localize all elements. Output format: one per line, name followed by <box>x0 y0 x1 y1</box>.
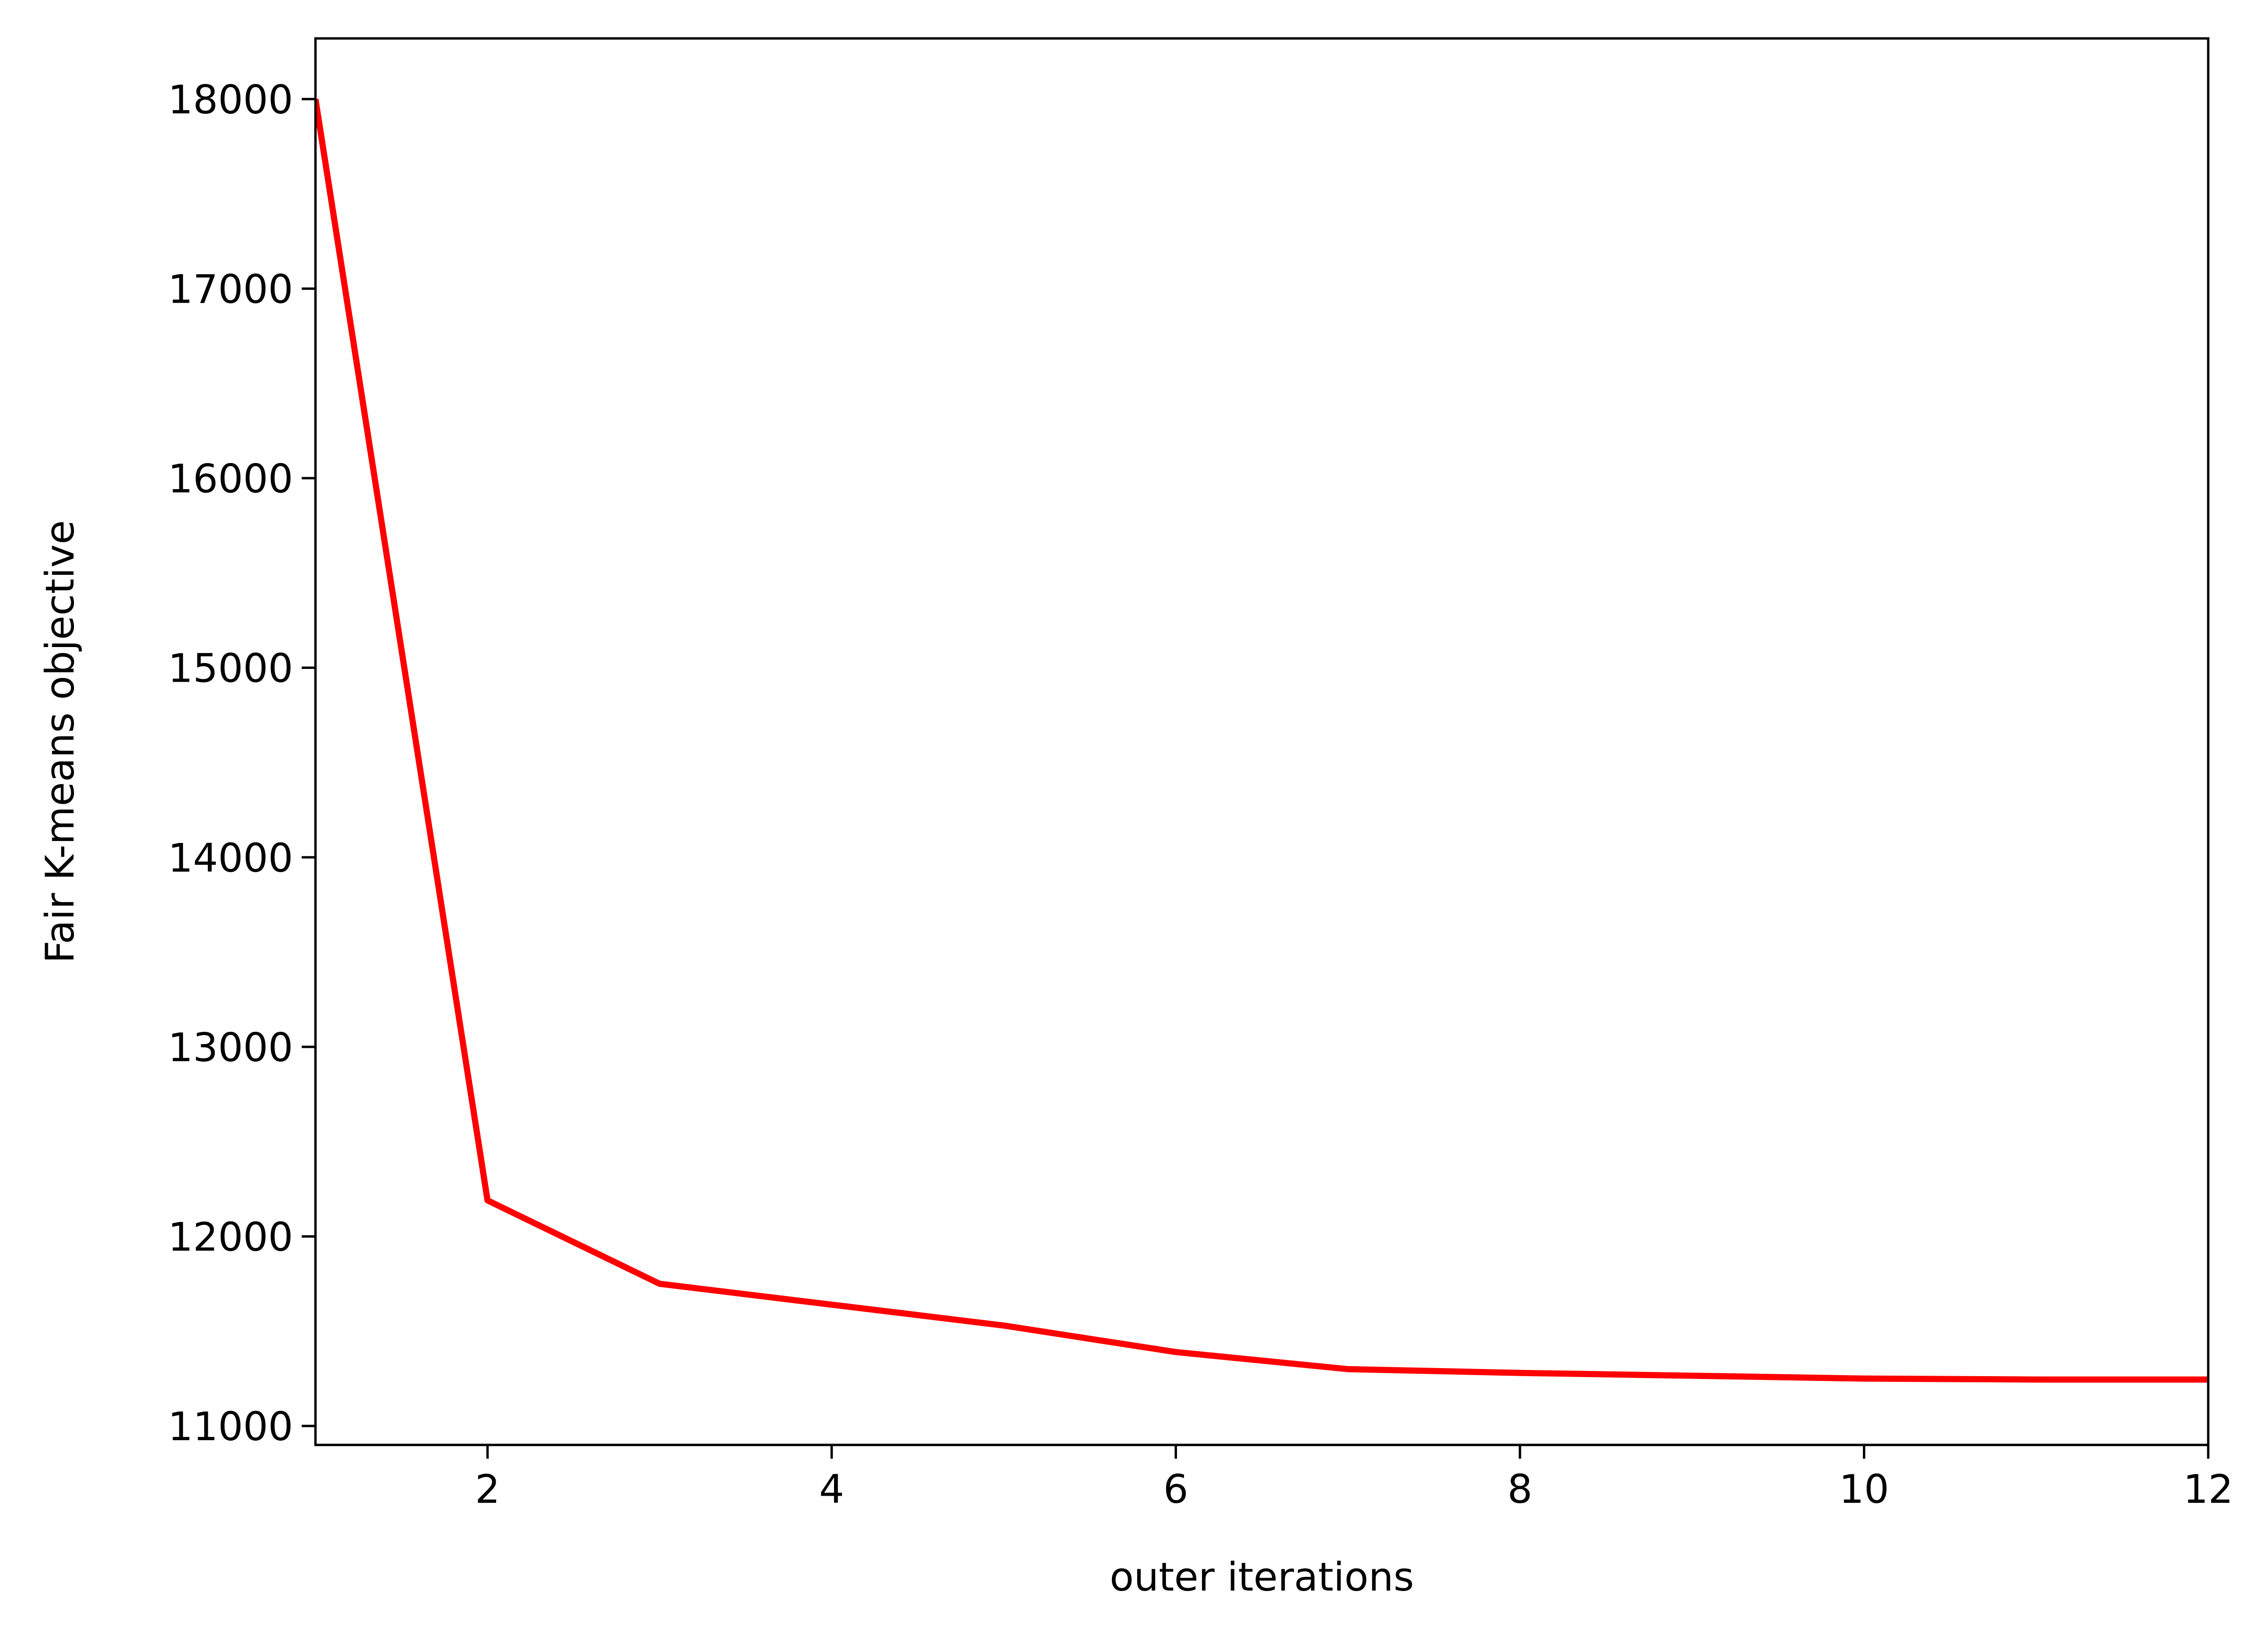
y-tick-label: 13000 <box>168 1025 293 1071</box>
series-line <box>315 98 2208 1383</box>
series-layer <box>315 98 2208 1383</box>
y-axis: 11000 12000 13000 14000 15000 16000 17000 18000 <box>168 77 315 1450</box>
x-axis-label: outer iterations <box>1110 1554 1414 1600</box>
x-tick-label: 2 <box>475 1466 500 1512</box>
x-axis: 2 4 6 8 10 12 <box>475 1445 2233 1512</box>
y-axis-label: Fair K-means objective <box>37 520 83 963</box>
x-tick-label: 8 <box>1508 1466 1533 1512</box>
x-tick-label: 12 <box>2183 1466 2233 1512</box>
x-tick-label: 6 <box>1163 1466 1188 1512</box>
x-tick-label: 4 <box>819 1466 844 1512</box>
y-tick-label: 12000 <box>168 1214 293 1260</box>
y-tick-label: 16000 <box>168 456 293 502</box>
x-tick-label: 10 <box>1839 1466 1889 1512</box>
y-tick-label: 17000 <box>168 266 293 312</box>
y-tick-label: 18000 <box>168 77 293 123</box>
y-tick-label: 15000 <box>168 646 293 692</box>
y-tick-label: 11000 <box>168 1404 293 1450</box>
y-tick-label: 14000 <box>168 835 293 881</box>
axes-frame <box>314 37 2210 1446</box>
